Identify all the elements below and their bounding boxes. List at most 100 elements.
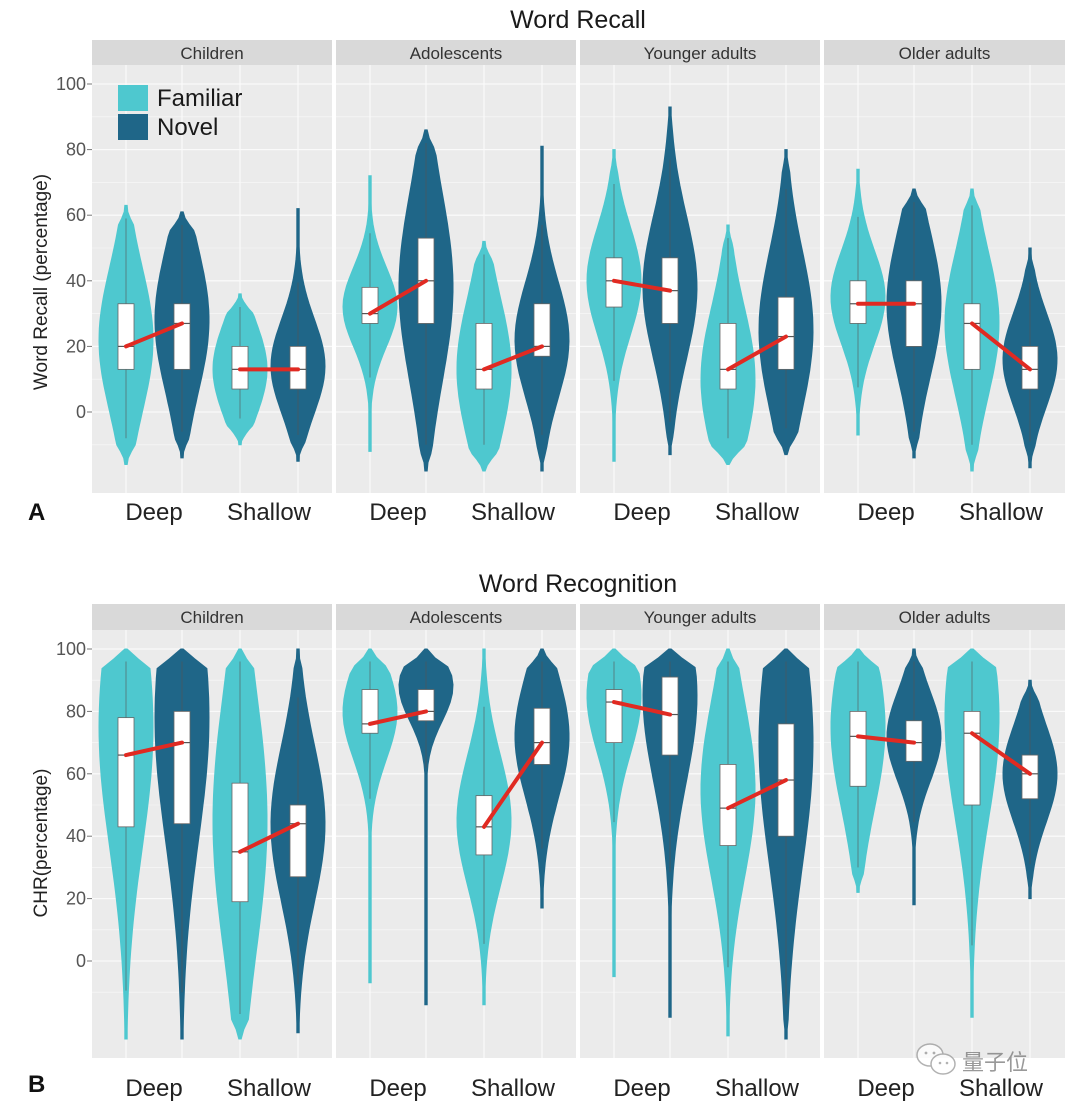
facet-strip-label: Adolescents: [410, 44, 503, 63]
median-link-line: [970, 321, 1032, 372]
median-link-line: [238, 821, 300, 854]
median-link-line: [726, 778, 788, 811]
watermark-text: 量子位: [962, 1050, 1028, 1075]
y-tick-label: 0: [76, 951, 86, 971]
x-category-label: Deep: [857, 1075, 914, 1102]
box-iqr: [533, 303, 551, 357]
wechat-icon: [916, 1043, 956, 1075]
violin-group: [700, 648, 756, 1037]
x-category-label: Deep: [613, 499, 670, 526]
x-category-label: Deep: [125, 1075, 182, 1102]
y-tick-label: 40: [66, 271, 86, 291]
x-category-label: Shallow: [227, 1075, 312, 1102]
x-category-label: Shallow: [471, 1075, 556, 1102]
box-iqr: [231, 782, 249, 903]
facet-strip-label: Older adults: [899, 44, 991, 63]
chart-b-y-axis-title: CHR(percentage): [31, 769, 52, 918]
panel-letter-b: B: [28, 1071, 45, 1098]
x-category-label: Deep: [125, 499, 182, 526]
legend-label-novel: Novel: [157, 114, 218, 141]
box-iqr: [905, 280, 923, 347]
facet-strip-label: Younger adults: [644, 44, 757, 63]
y-tick-label: 40: [66, 826, 86, 846]
facet-strip-label: Children: [180, 44, 243, 63]
panel-letter-a: A: [28, 499, 45, 526]
median-link-line: [368, 709, 428, 726]
facet-strip-label: Older adults: [899, 608, 991, 627]
box-iqr: [361, 689, 379, 734]
median-link-line: [856, 734, 916, 745]
box-iqr: [173, 711, 191, 825]
box-iqr: [849, 711, 867, 787]
x-category-label: Shallow: [959, 1075, 1044, 1102]
median-link-line: [482, 344, 544, 372]
facet-strip: [336, 40, 576, 65]
y-tick-label: 20: [66, 336, 86, 356]
violin-group: [98, 204, 154, 465]
median-link-line: [124, 321, 184, 349]
facet-strip-label: Adolescents: [410, 608, 503, 627]
chart-b-plot: 0 20 40 60 80 100 Children Deep Shallow Adolescen…: [56, 604, 1065, 1102]
box-iqr: [117, 303, 135, 370]
chart-a-plot: 0 20 40 60 80 100 Children Deep Shallow Adolescen…: [56, 40, 1065, 526]
box-iqr: [533, 707, 551, 765]
facet-strip-label: Children: [180, 608, 243, 627]
box-iqr: [173, 303, 191, 370]
violin-group: [944, 188, 1000, 472]
violin-group: [514, 648, 570, 909]
violin-group: [398, 129, 454, 472]
violin-group: [830, 648, 886, 893]
x-category-label: Deep: [857, 499, 914, 526]
y-tick-label: 60: [66, 764, 86, 784]
x-category-label: Deep: [613, 1075, 670, 1102]
box-iqr: [117, 717, 135, 828]
violin-group: [212, 648, 268, 1040]
box-iqr: [963, 711, 981, 806]
box-iqr: [1021, 754, 1039, 800]
violin-shape: [398, 648, 454, 1006]
x-category-label: Shallow: [715, 1075, 800, 1102]
violin-group: [98, 648, 154, 1040]
facet-strip: [92, 40, 332, 65]
violin-group: [514, 145, 570, 472]
box-iqr: [777, 296, 795, 370]
violin-shape: [342, 648, 398, 984]
facet-strip: [824, 40, 1065, 65]
facet-strip: [824, 604, 1065, 630]
y-tick-label: 80: [66, 701, 86, 721]
x-category-label: Shallow: [959, 499, 1044, 526]
box-iqr: [605, 689, 623, 743]
facet-strip: [92, 604, 332, 630]
box-iqr: [963, 303, 981, 370]
violin-group: [886, 188, 942, 459]
violin-group: [586, 648, 642, 978]
facet-strip: [580, 604, 820, 630]
box-iqr: [361, 286, 379, 324]
chart-a-y-axis-title: Word Recall (percentage): [31, 174, 52, 390]
legend-swatch-familiar: [118, 85, 148, 111]
violin-group: [758, 149, 814, 456]
box-iqr: [289, 804, 307, 878]
y-tick-label: 20: [66, 889, 86, 909]
x-category-label: Shallow: [715, 499, 800, 526]
violin-group: [700, 224, 756, 465]
box-iqr: [475, 323, 493, 390]
median-link-line: [970, 731, 1032, 776]
watermark: 量子位: [916, 1043, 1028, 1075]
median-link-line: [368, 278, 428, 316]
y-tick-label: 80: [66, 140, 86, 160]
x-category-label: Shallow: [471, 499, 556, 526]
violin-group: [270, 648, 326, 1034]
y-tick-label: 0: [76, 402, 86, 422]
median-link-line: [482, 740, 544, 829]
chart-b-title: Word Recognition: [479, 570, 677, 598]
median-link-line: [124, 740, 184, 758]
violin-group: [154, 211, 210, 459]
violin-group: [342, 648, 398, 984]
violin-group: [456, 240, 512, 472]
facet-strip: [336, 604, 576, 630]
y-tick-label: 100: [56, 639, 86, 659]
x-category-label: Deep: [369, 1075, 426, 1102]
